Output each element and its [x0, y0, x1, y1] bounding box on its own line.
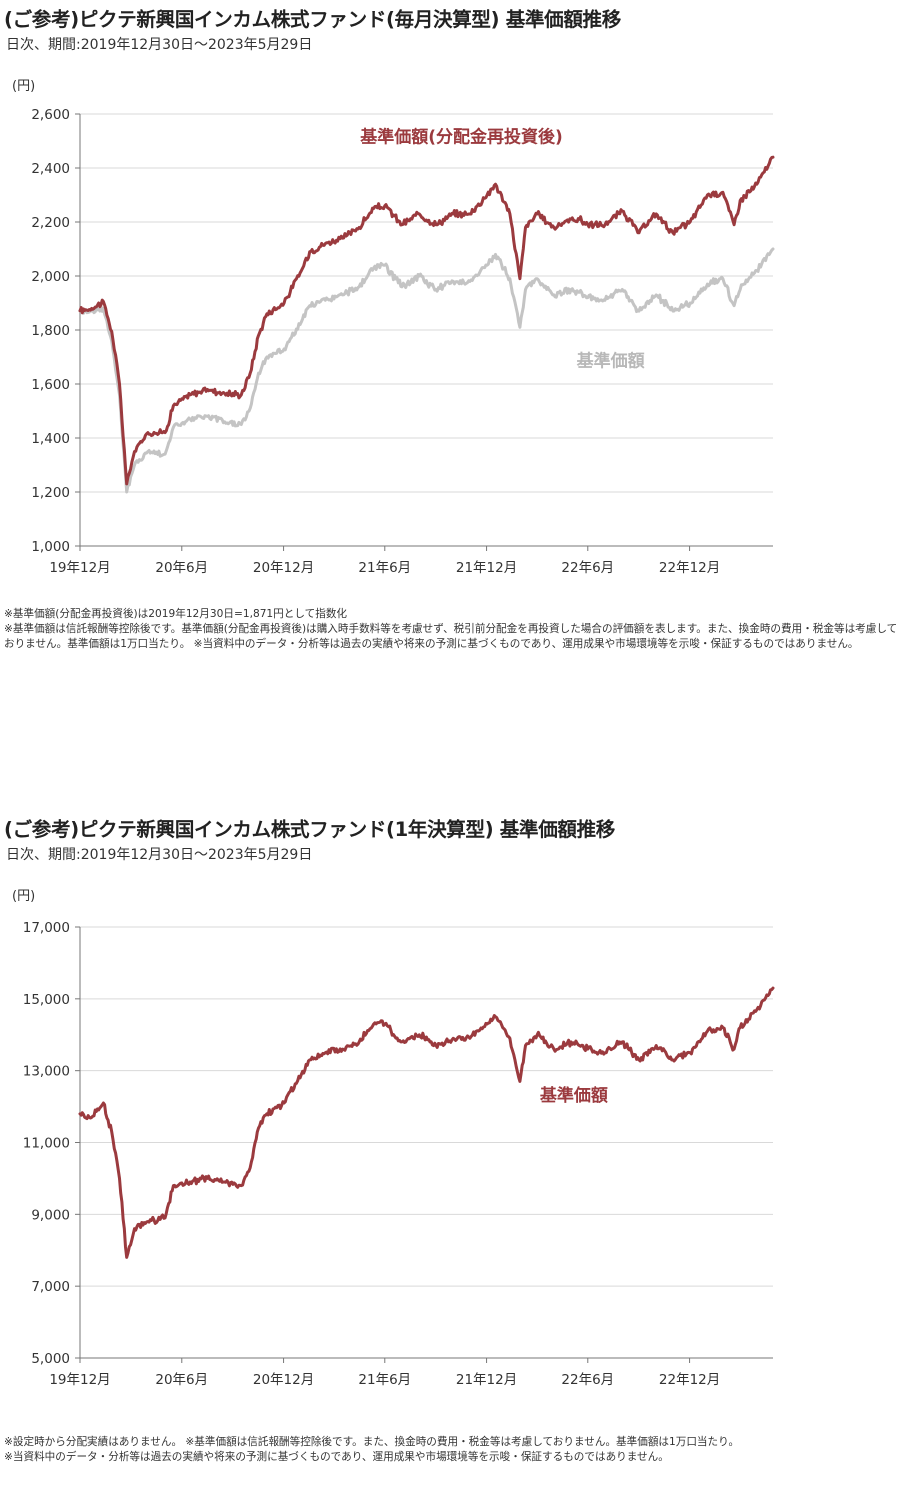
- series-annotation: 基準価額: [539, 1085, 608, 1106]
- x-tick-label: 22年6月: [561, 1372, 614, 1388]
- y-tick-label: 15,000: [23, 992, 70, 1008]
- y-tick-label: 2,200: [31, 215, 70, 231]
- y-tick-label: 17,000: [23, 920, 70, 936]
- chart-subtitle: 日次、期間:2019年12月30日～2023年5月29日: [6, 847, 313, 863]
- x-tick-label: 22年6月: [561, 560, 614, 576]
- note-line: ※設定時から分配実績はありません。 ※基準価額は信託報酬等控除後です。また、換金…: [4, 1436, 740, 1448]
- chart-section-annual: (ご参考)ピクテ新興国インカム株式ファンド(1年決算型) 基準価額推移 日次、期…: [0, 810, 916, 1490]
- annotation-background: [344, 123, 580, 151]
- x-tick-label: 22年12月: [659, 1372, 720, 1388]
- y-tick-label: 2,000: [31, 269, 70, 285]
- y-tick-label: 2,400: [31, 161, 70, 177]
- x-tick-label: 19年12月: [49, 560, 110, 576]
- x-tick-label: 21年6月: [358, 1372, 411, 1388]
- note-line: ※基準価額は信託報酬等控除後です。基準価額(分配金再投資後)は購入時手数料等を考…: [4, 623, 898, 650]
- y-tick-label: 9,000: [31, 1207, 70, 1223]
- note-line: ※基準価額(分配金再投資後)は2019年12月30日=1,871円として指数化: [4, 608, 348, 620]
- x-tick-label: 20年12月: [253, 560, 314, 576]
- series-annotation: 基準価額(分配金再投資後): [359, 126, 563, 147]
- chart-title: (ご参考)ピクテ新興国インカム株式ファンド(1年決算型) 基準価額推移: [4, 818, 616, 841]
- y-tick-label: 11,000: [23, 1136, 70, 1152]
- y-tick-label: 2,600: [31, 107, 70, 123]
- chart-title: (ご参考)ピクテ新興国インカム株式ファンド(毎月決算型) 基準価額推移: [4, 8, 621, 31]
- x-tick-label: 20年6月: [155, 560, 208, 576]
- x-tick-label: 22年12月: [659, 560, 720, 576]
- x-tick-label: 20年12月: [253, 1372, 314, 1388]
- x-tick-label: 21年12月: [456, 560, 517, 576]
- y-tick-label: 1,400: [31, 431, 70, 447]
- series-line: [78, 247, 775, 494]
- chart-section-monthly: (ご参考)ピクテ新興国インカム株式ファンド(毎月決算型) 基準価額推移 日次、期…: [0, 0, 916, 700]
- x-tick-label: 21年6月: [358, 560, 411, 576]
- annotation-background: [532, 1082, 615, 1110]
- chart-notes: ※基準価額(分配金再投資後)は2019年12月30日=1,871円として指数化 …: [4, 607, 904, 652]
- x-tick-label: 21年12月: [456, 1372, 517, 1388]
- y-unit-label: (円): [12, 79, 35, 94]
- y-tick-label: 1,200: [31, 485, 70, 501]
- y-tick-label: 7,000: [31, 1279, 70, 1295]
- chart-notes: ※設定時から分配実績はありません。 ※基準価額は信託報酬等控除後です。また、換金…: [4, 1435, 904, 1465]
- series-line: [78, 155, 775, 486]
- y-tick-label: 13,000: [23, 1064, 70, 1080]
- annotation-background: [569, 347, 652, 375]
- x-tick-label: 20年6月: [155, 1372, 208, 1388]
- note-line: ※当資料中のデータ・分析等は過去の実績や将来の予測に基づくものであり、運用成果や…: [4, 1451, 669, 1463]
- x-tick-label: 19年12月: [49, 1372, 110, 1388]
- y-tick-label: 1,800: [31, 323, 70, 339]
- y-tick-label: 1,600: [31, 377, 70, 393]
- line-chart-monthly: (円) 1,000 1,200 1,400 1,600 1,800 2,000 2,200 2,…: [12, 79, 775, 576]
- series-line: [78, 986, 775, 1259]
- y-tick-label: 1,000: [31, 539, 70, 555]
- series-annotation: 基準価額: [576, 350, 645, 371]
- line-chart-annual: (円) 5,000 7,000 9,000 11,000 13,000 15,000 17,0…: [12, 889, 775, 1388]
- y-unit-label: (円): [12, 889, 35, 904]
- y-tick-label: 5,000: [31, 1351, 70, 1367]
- chart-subtitle: 日次、期間:2019年12月30日～2023年5月29日: [6, 37, 313, 53]
